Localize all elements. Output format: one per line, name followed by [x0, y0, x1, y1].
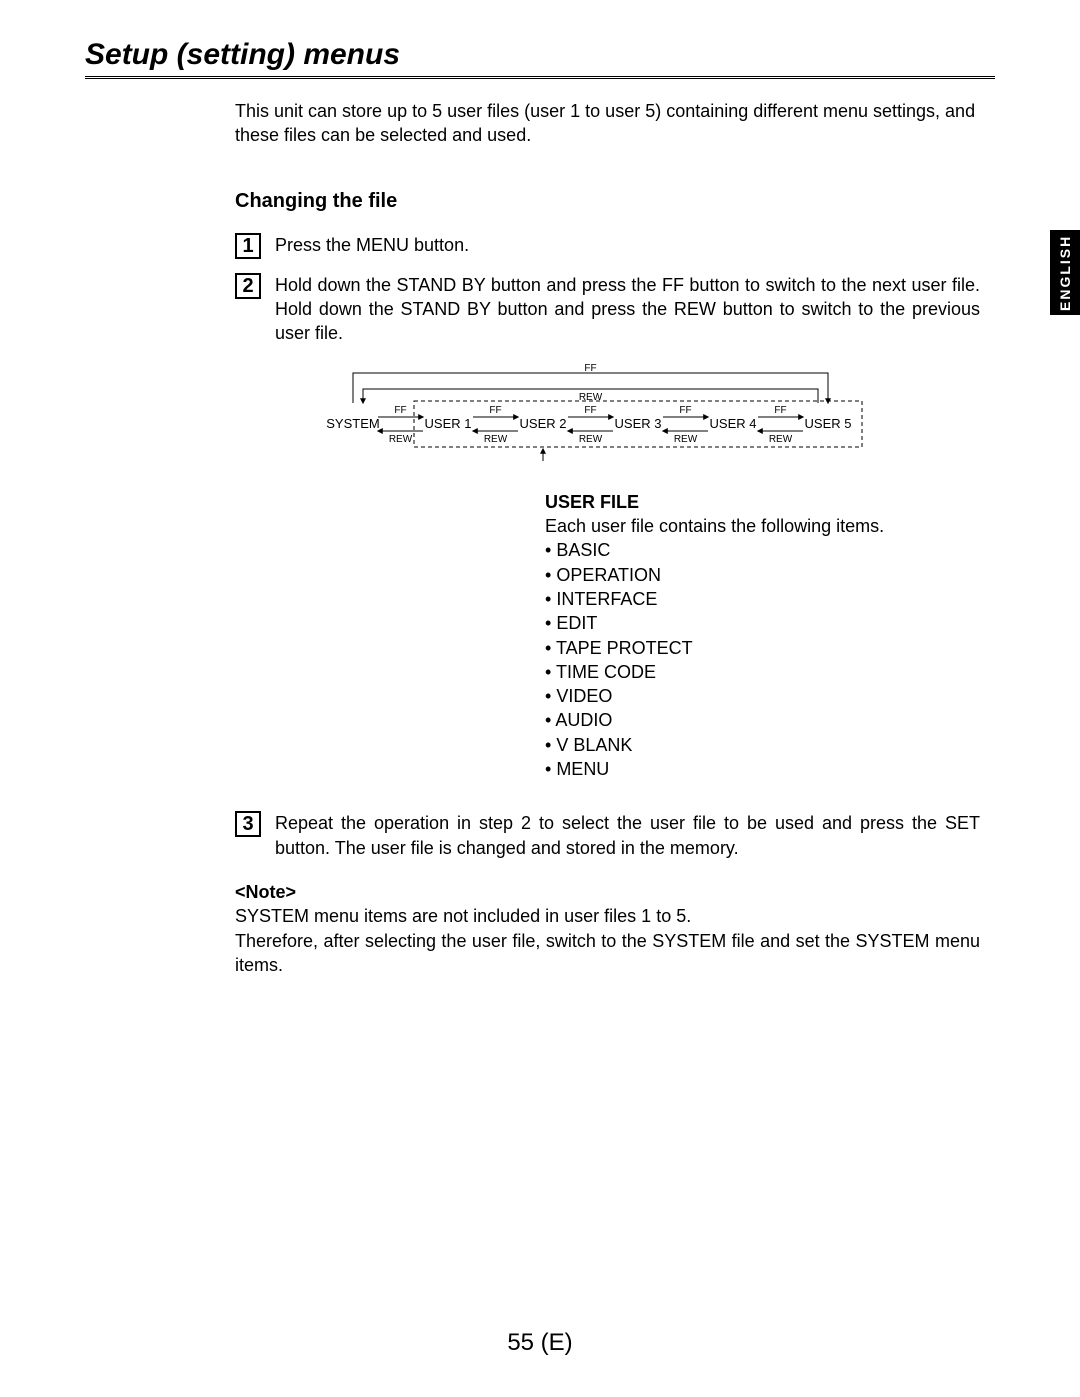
step-2: 2 Hold down the STAND BY button and pres…	[235, 273, 980, 346]
user-file-item: OPERATION	[545, 563, 980, 587]
svg-text:REW: REW	[674, 434, 698, 445]
svg-text:FF: FF	[679, 405, 691, 416]
note-title: <Note>	[235, 880, 980, 904]
step-body: Hold down the STAND BY button and press …	[275, 273, 980, 346]
page-number: 55 (E)	[0, 1329, 1080, 1357]
user-file-item: V BLANK	[545, 733, 980, 757]
user-file-diagram: SYSTEM USER 1 USER 2 USER 3 USER 4 USER 5 FF RE…	[323, 361, 980, 469]
user-file-item: TAPE PROTECT	[545, 636, 980, 660]
svg-text:USER 2: USER 2	[520, 416, 567, 431]
user-file-item: TIME CODE	[545, 660, 980, 684]
note-line: SYSTEM menu items are not included in us…	[235, 904, 980, 928]
svg-text:USER 3: USER 3	[615, 416, 662, 431]
intro-paragraph: This unit can store up to 5 user files (…	[235, 99, 980, 148]
step-body: Press the MENU button.	[275, 233, 980, 257]
svg-text:FF: FF	[774, 405, 786, 416]
user-file-item: VIDEO	[545, 684, 980, 708]
svg-text:REW: REW	[484, 434, 508, 445]
step-body: Repeat the operation in step 2 to select…	[275, 811, 980, 860]
svg-text:FF: FF	[584, 405, 596, 416]
user-file-item: AUDIO	[545, 708, 980, 732]
step-1: 1 Press the MENU button.	[235, 233, 980, 259]
step-number: 1	[235, 233, 261, 259]
svg-text:REW: REW	[579, 434, 603, 445]
step-number: 3	[235, 811, 261, 837]
user-file-desc: Each user file contains the following it…	[545, 514, 980, 538]
svg-text:USER 5: USER 5	[805, 416, 852, 431]
user-file-items: BASICOPERATIONINTERFACEEDITTAPE PROTECTT…	[545, 538, 980, 781]
svg-text:REW: REW	[389, 434, 413, 445]
note-line: Therefore, after selecting the user file…	[235, 929, 980, 978]
user-file-item: MENU	[545, 757, 980, 781]
svg-text:SYSTEM: SYSTEM	[326, 416, 379, 431]
step-number: 2	[235, 273, 261, 299]
svg-text:REW: REW	[769, 434, 793, 445]
user-file-item: INTERFACE	[545, 587, 980, 611]
language-tab: ENGLISH	[1050, 230, 1080, 315]
svg-text:REW: REW	[579, 392, 603, 403]
user-file-title: USER FILE	[545, 490, 980, 514]
svg-text:USER 4: USER 4	[710, 416, 757, 431]
user-file-item: EDIT	[545, 611, 980, 635]
user-file-block: USER FILE Each user file contains the fo…	[545, 490, 980, 782]
svg-text:FF: FF	[394, 405, 406, 416]
user-file-item: BASIC	[545, 538, 980, 562]
page-title: Setup (setting) menus	[85, 38, 995, 79]
svg-text:USER 1: USER 1	[425, 416, 472, 431]
step-3: 3 Repeat the operation in step 2 to sele…	[235, 811, 980, 860]
svg-text:FF: FF	[489, 405, 501, 416]
svg-text:FF: FF	[584, 363, 596, 374]
section-heading: Changing the file	[235, 188, 980, 215]
